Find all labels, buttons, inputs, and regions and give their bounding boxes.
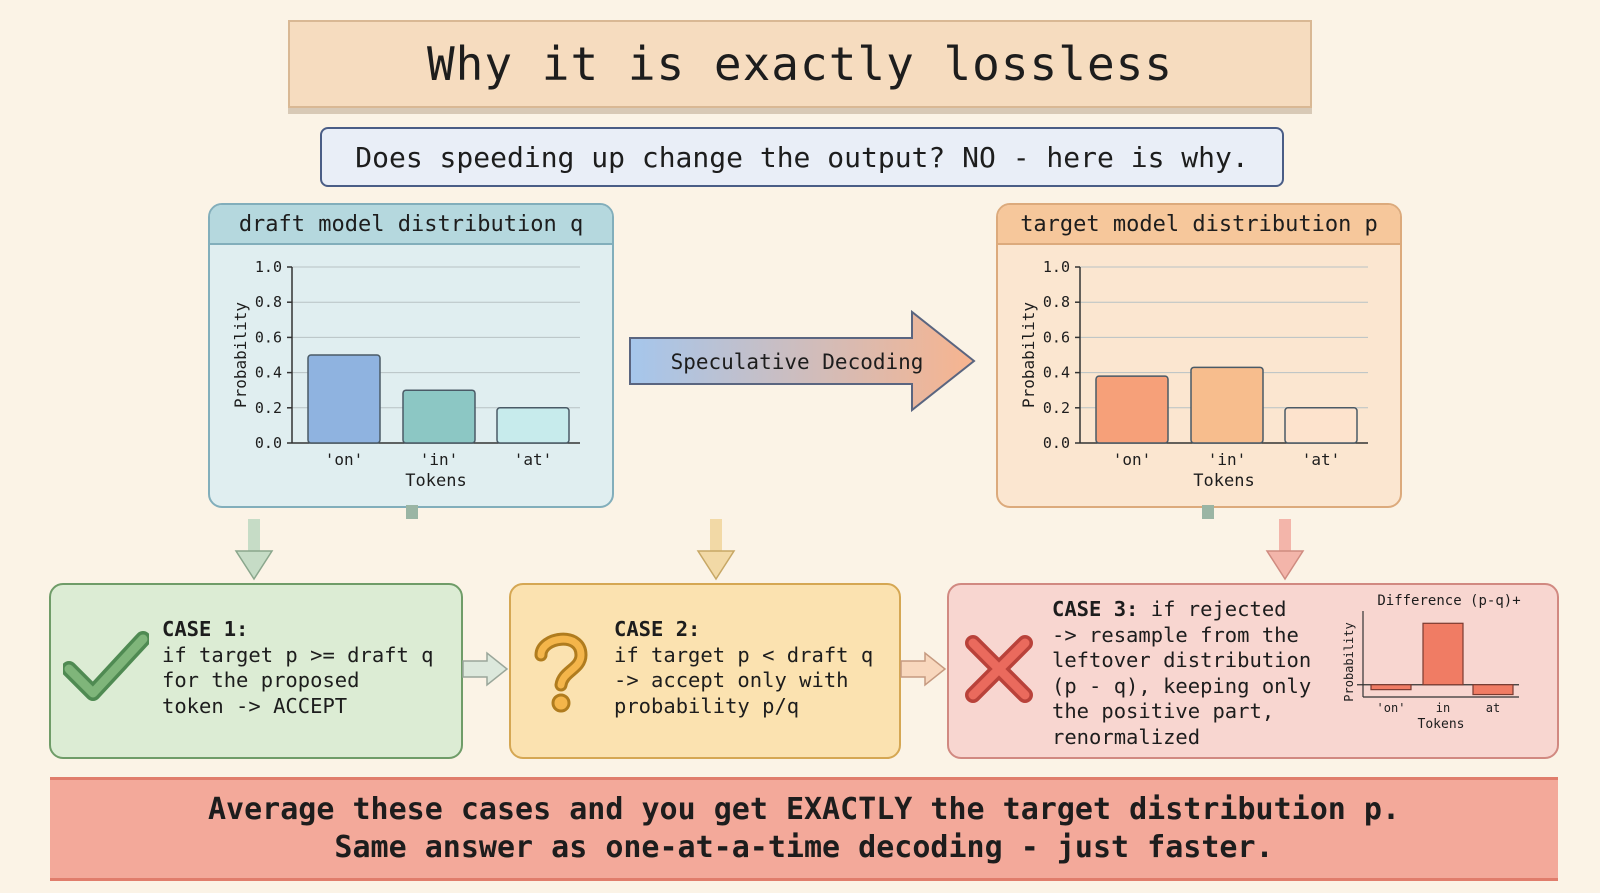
difference-y-axis-label: Probability xyxy=(1342,622,1356,701)
target-x-axis-label: Tokens xyxy=(1193,471,1254,491)
speculative-decoding-arrow: Speculative Decoding xyxy=(629,309,976,413)
target-ytick-label: 0.6 xyxy=(1043,328,1070,346)
case-1-body: if target p >= draft q for the proposed … xyxy=(162,642,434,718)
case-2-to-3-arrow xyxy=(900,651,947,687)
x-icon xyxy=(965,635,1033,703)
draft-y-axis-label: Probability xyxy=(231,302,250,408)
target-bar xyxy=(1190,366,1264,444)
case-3-first-line: if rejected xyxy=(1150,597,1287,621)
target-y-axis-label: Probability xyxy=(1019,302,1038,408)
difference-bar xyxy=(1472,684,1514,696)
draft-bar xyxy=(307,354,381,444)
title-banner: Why it is exactly lossless xyxy=(288,20,1312,108)
difference-chart-title: Difference (p-q)+ xyxy=(1377,593,1520,609)
draft-category-label: 'in' xyxy=(420,450,459,469)
draft-x-axis-label: Tokens xyxy=(405,471,466,491)
case-3-text: CASE 3: if rejected -> resample from the… xyxy=(1052,597,1311,750)
subtitle-box: Does speeding up change the output? NO -… xyxy=(320,127,1284,187)
draft-distribution-panel: draft model distribution q 0.0 0.2 0.4 0.6 0… xyxy=(208,203,614,508)
draft-ytick-label: 0.4 xyxy=(255,364,282,382)
target-bar xyxy=(1095,375,1169,444)
target-ytick-label: 0.4 xyxy=(1043,364,1070,382)
connector-arrows xyxy=(234,505,1305,581)
target-bar xyxy=(1284,407,1358,444)
case-2-text: CASE 2: if target p < draft q -> accept … xyxy=(614,617,873,719)
target-ytick-label: 0.0 xyxy=(1043,434,1070,452)
draft-bar xyxy=(402,389,476,444)
case-3-heading: CASE 3: xyxy=(1052,597,1139,621)
draft-category-label: 'at' xyxy=(514,450,553,469)
subtitle: Does speeding up change the output? NO -… xyxy=(355,140,1249,174)
target-ytick-label: 1.0 xyxy=(1043,258,1070,276)
case-1-heading: CASE 1: xyxy=(162,617,249,641)
difference-category-label: 'on' xyxy=(1377,701,1406,715)
difference-x-axis-label: Tokens xyxy=(1418,717,1465,732)
target-category-label: 'on' xyxy=(1113,450,1152,469)
draft-bar xyxy=(496,407,570,444)
page-title: Why it is exactly lossless xyxy=(426,37,1174,91)
draft-ytick-label: 0.0 xyxy=(255,434,282,452)
bottom-banner: Average these cases and you get EXACTLY … xyxy=(50,777,1558,881)
case-3-box: CASE 3: if rejected -> resample from the… xyxy=(947,583,1559,759)
difference-bar xyxy=(1370,684,1412,691)
case-2-heading: CASE 2: xyxy=(614,617,701,641)
draft-chart: 0.0 0.2 0.4 0.6 0.8 1.0 'on' 'in' 'at' Tokens Prob… xyxy=(231,258,580,491)
target-distribution-panel: target model distribution p 0.0 0.2 0.4 0.6… xyxy=(996,203,1402,508)
case-1-box: CASE 1: if target p >= draft q for the p… xyxy=(49,583,463,759)
target-panel-header: target model distribution p xyxy=(998,205,1400,245)
draft-ytick-label: 0.8 xyxy=(255,293,282,311)
case-1-to-2-arrow xyxy=(462,651,509,687)
draft-category-label: 'on' xyxy=(325,450,364,469)
difference-bar xyxy=(1422,622,1464,686)
bottom-line-1: Average these cases and you get EXACTLY … xyxy=(207,792,1401,827)
draft-panel-header: draft model distribution q xyxy=(210,205,612,245)
target-ytick-label: 0.2 xyxy=(1043,399,1070,417)
draft-ytick-label: 1.0 xyxy=(255,258,282,276)
draft-ytick-label: 0.2 xyxy=(255,399,282,417)
case-2-body: if target p < draft q -> accept only wit… xyxy=(614,642,874,718)
target-category-label: 'in' xyxy=(1208,450,1247,469)
arrow-label: Speculative Decoding xyxy=(671,350,924,374)
case-2-box: CASE 2: if target p < draft q -> accept … xyxy=(509,583,901,759)
case-1-text: CASE 1: if target p >= draft q for the p… xyxy=(162,617,434,719)
difference-chart: Difference (p-q)+ 'on' in at Tokens Probabili… xyxy=(1342,593,1521,732)
question-icon xyxy=(534,632,588,713)
target-ytick-label: 0.8 xyxy=(1043,293,1070,311)
draft-ytick-label: 0.6 xyxy=(255,328,282,346)
difference-category-label: at xyxy=(1486,701,1500,715)
difference-category-label: in xyxy=(1436,701,1450,715)
bottom-line-2: Same answer as one-at-a-time decoding - … xyxy=(334,830,1274,865)
check-icon xyxy=(63,631,149,701)
case-3-body: -> resample from the leftover distributi… xyxy=(1052,622,1312,749)
target-category-label: 'at' xyxy=(1302,450,1341,469)
target-chart: 0.0 0.2 0.4 0.6 0.8 1.0 'on' 'in' 'at' Tokens Prob… xyxy=(1019,258,1368,491)
